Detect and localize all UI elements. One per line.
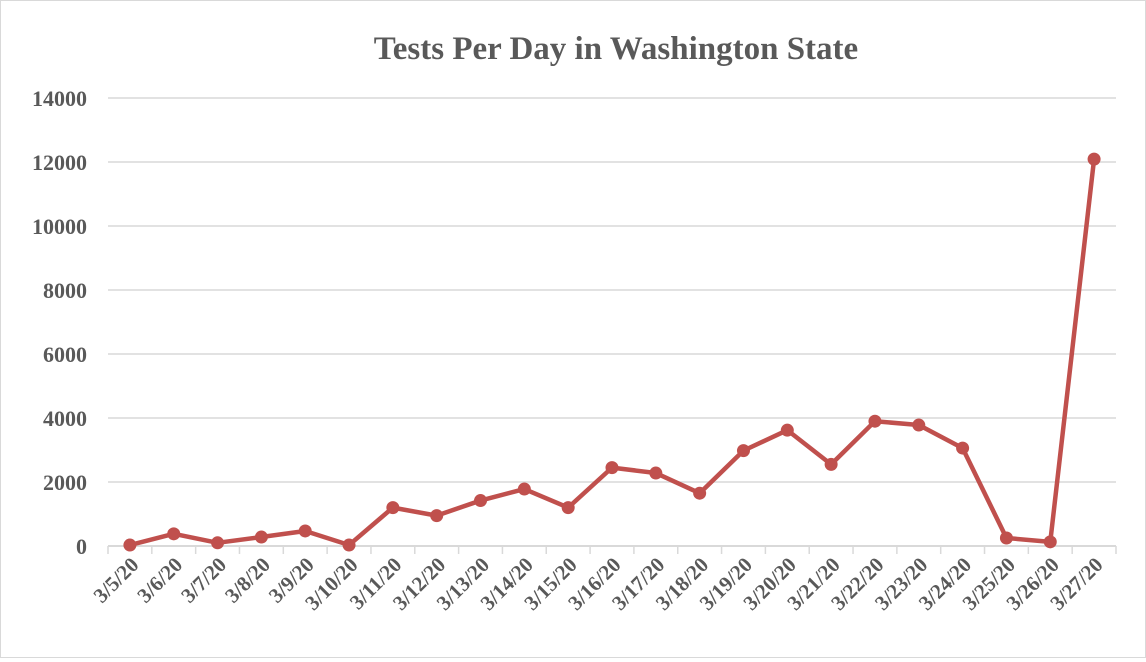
data-point: [561, 501, 575, 515]
y-tick-label: 2000: [43, 470, 87, 495]
data-point: [956, 441, 970, 455]
data-point: [474, 494, 488, 508]
data-point: [693, 486, 707, 500]
x-tick-label: 3/5/20: [89, 553, 144, 608]
data-point: [1043, 535, 1057, 549]
y-tick-label: 8000: [43, 278, 87, 303]
data-point: [386, 501, 400, 515]
data-point: [649, 466, 663, 480]
data-point: [999, 531, 1013, 545]
y-tick-label: 6000: [43, 342, 87, 367]
data-point: [912, 418, 926, 432]
chart-title: Tests Per Day in Washington State: [374, 31, 858, 67]
series-line: [129, 158, 1097, 548]
x-tick-label: 3/7/20: [176, 553, 231, 608]
data-point: [868, 414, 882, 428]
y-tick-label: 14000: [32, 86, 87, 111]
data-point: [780, 423, 794, 437]
data-point: [605, 461, 619, 475]
data-point: [254, 530, 268, 544]
x-tick-label: 3/6/20: [132, 553, 187, 608]
data-point: [824, 457, 838, 471]
data-point: [736, 444, 750, 458]
y-tick-label: 12000: [32, 150, 87, 175]
y-tick-label: 0: [76, 534, 87, 559]
data-point: [430, 509, 444, 523]
y-tick-label: 10000: [32, 214, 87, 239]
data-point: [298, 524, 312, 538]
data-point: [517, 482, 531, 496]
data-point: [1087, 152, 1101, 166]
data-point: [342, 538, 356, 552]
data-point: [123, 538, 137, 552]
y-tick-label: 4000: [43, 406, 87, 431]
data-point: [211, 536, 225, 550]
data-point: [167, 527, 181, 541]
x-tick-label: 3/8/20: [220, 553, 275, 608]
